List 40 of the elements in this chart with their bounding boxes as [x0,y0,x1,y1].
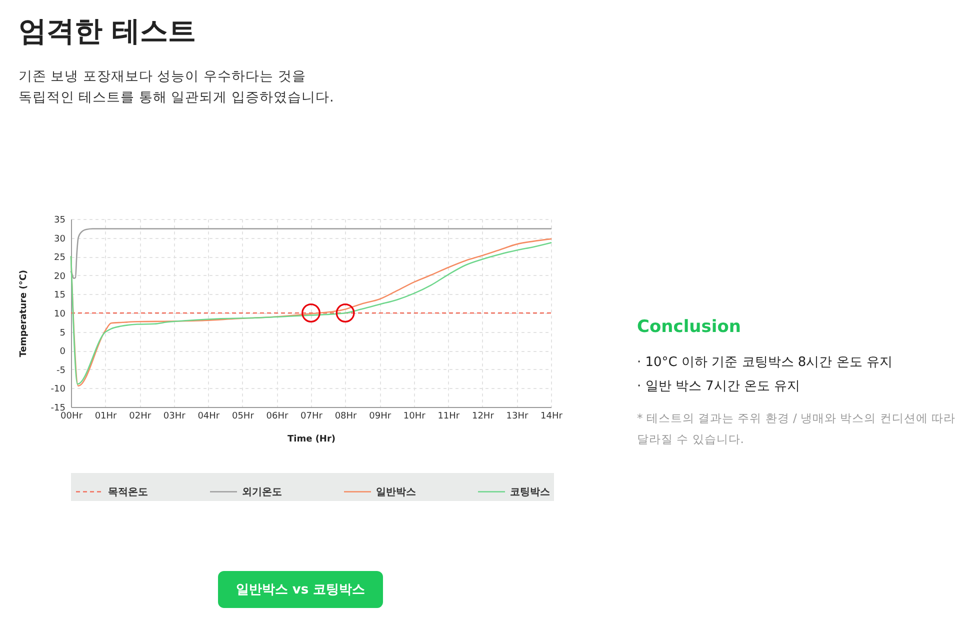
chart-title: 엄격한 테스트 [18,14,196,48]
x-tick-label: 09Hr [369,412,392,422]
x-tick-label: 00Hr [60,412,83,422]
x-tick-label: 02Hr [129,412,152,422]
text: Conclusion [637,317,741,337]
legend-label: 코팅박스 [510,486,550,498]
y-axis-title: Temperature (°C) [18,270,29,358]
y-tick-label: 20 [54,272,66,282]
legend-label: 외기온도 [242,486,282,498]
legend-label: 목적온도 [108,486,148,498]
x-tick-label: 03Hr [163,412,186,422]
x-tick-label: 06Hr [266,412,288,422]
y-tick-label: 25 [54,253,66,264]
text: * 테스트의 결과는 주위 환경 / 냉매와 박스의 컨디션에 따라 달라질 수 있습니다. [637,411,956,446]
chart-subtitle: 기존 보냉 포장재보다 성능이 우수하다는 것을 독립적인 테스트를 통해 일관되게 입증하였습니다. [18,68,334,106]
legend-label: 일반박스 [376,486,416,498]
x-tick-label: 12Hr [472,412,494,422]
x-tick-label: 05Hr [232,412,254,422]
y-tick-label: -15 [50,404,66,414]
y-tick-label: 15 [54,290,66,301]
y-tick-label: 10 [54,310,66,320]
line-series [70,228,552,280]
y-tick-label: 30 [54,234,66,244]
y-tick-label: -5 [56,366,66,376]
text: · 일반 박스 7시간 온도 유지 [637,379,800,394]
y-tick-label: 5 [60,328,66,338]
y-tick-label: 35 [54,216,66,226]
x-tick-label: 04Hr [198,412,220,422]
text: · 10°C 이하 기준 코팅박스 8시간 온도 유지 [637,355,892,370]
x-tick-label: 14Hr [540,412,563,422]
x-axis-title: Time (Hr) [287,434,336,444]
x-tick-label: 13Hr [506,412,528,422]
y-tick-label: -10 [50,384,66,395]
x-tick-label: 11Hr [438,412,460,422]
text: 일반박스 vs 코팅박스 [236,582,366,598]
x-tick-label: 01Hr [94,412,118,422]
y-tick-label: 0 [60,347,66,358]
x-tick-label: 07Hr [300,412,323,422]
x-tick-label: 10Hr [403,412,426,422]
x-tick-label: 08Hr [334,412,358,422]
